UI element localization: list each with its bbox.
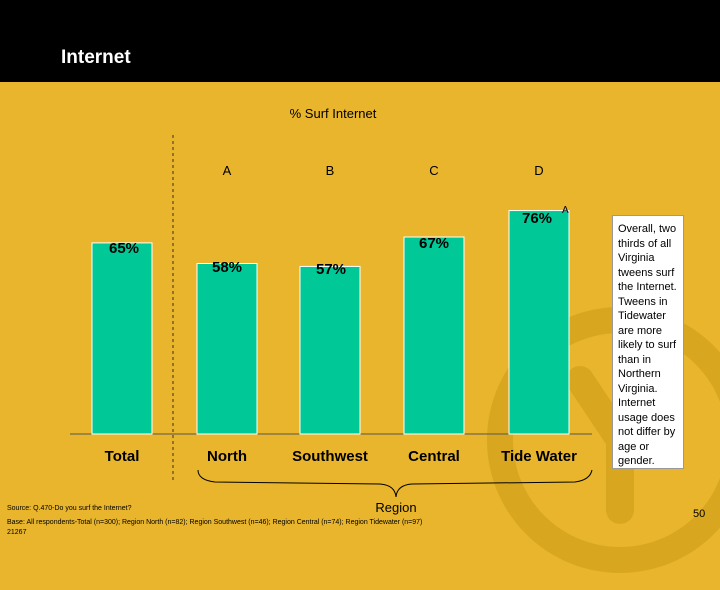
bar <box>299 265 361 435</box>
bar-chart: % Surf Internet 65% Total 58% A North 57% B Sout… <box>70 106 593 515</box>
summary-note: Overall, two thirds of all Virginia twee… <box>612 215 684 469</box>
data-label: 76% <box>522 210 552 227</box>
chart-title: % Surf Internet <box>290 106 377 121</box>
footer-source: Source: Q.470-Do you surf the Internet? <box>7 505 132 512</box>
category-label: Southwest <box>292 448 368 465</box>
significance-marker: A <box>562 205 569 216</box>
column-letter: A <box>223 163 232 178</box>
category-label: Central <box>408 448 460 465</box>
footer-code: 21267 <box>7 529 27 536</box>
bar <box>91 242 153 435</box>
region-brace <box>197 469 593 498</box>
column-letter: B <box>326 163 335 178</box>
data-label: 65% <box>109 240 139 257</box>
data-label: 67% <box>419 235 449 252</box>
bar <box>403 236 465 435</box>
column-letter: D <box>534 163 543 178</box>
data-label: 57% <box>316 261 346 278</box>
category-label: Total <box>105 448 140 465</box>
category-label: North <box>207 448 247 465</box>
bar <box>196 262 258 435</box>
data-label: 58% <box>212 259 242 276</box>
header-bar: Internet <box>0 0 720 82</box>
category-label: Tide Water <box>501 448 577 465</box>
slide-title: Internet <box>61 47 131 68</box>
column-letter: C <box>429 163 438 178</box>
bar <box>508 210 570 435</box>
footer-base: Base: All respondents-Total (n=300); Reg… <box>7 519 423 526</box>
page-number: 50 <box>693 508 706 520</box>
x-axis-label: Region <box>375 500 416 515</box>
